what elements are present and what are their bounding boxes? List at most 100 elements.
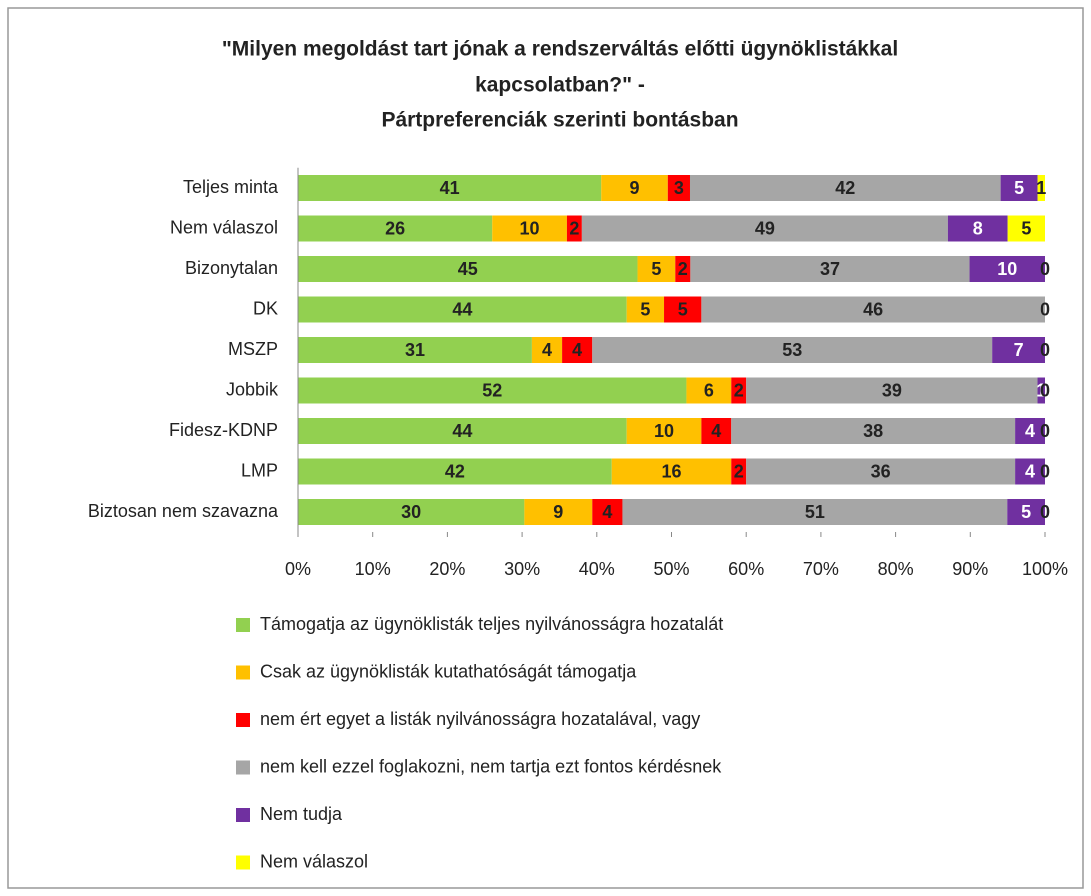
data-label: 10 (520, 218, 540, 238)
bar-segment (592, 499, 623, 525)
bar-segment (667, 175, 690, 201)
bar-segment (1015, 458, 1045, 485)
legend-swatch (236, 760, 250, 775)
legend-label: Nem válaszol (260, 851, 368, 871)
data-label: 9 (553, 502, 563, 522)
data-label: 2 (734, 461, 744, 481)
legend-label: Támogatja az ügynöklisták teljes nyilván… (260, 614, 723, 634)
bar-segment (731, 458, 747, 485)
bar-segment (1015, 418, 1045, 444)
y-tick-label: Nem válaszol (170, 217, 278, 237)
data-label: 30 (401, 502, 421, 522)
data-label: 0 (1040, 421, 1050, 441)
data-label: 6 (704, 380, 714, 400)
data-label: 44 (452, 299, 472, 319)
y-tick-label: Jobbik (226, 379, 279, 399)
data-label: 26 (385, 218, 405, 238)
y-tick-label: Bizonytalan (185, 258, 278, 278)
bar-segment (626, 418, 702, 444)
x-tick-label: 30% (504, 559, 540, 579)
bar-segment (947, 215, 1008, 242)
bar-segment (1007, 215, 1045, 242)
legend-label: Nem tudja (260, 804, 343, 824)
bar-segment (298, 215, 493, 242)
x-tick-label: 100% (1022, 559, 1068, 579)
bar-segment (626, 296, 665, 323)
y-tick-label: DK (253, 298, 278, 318)
bar-segment (1037, 377, 1045, 404)
x-tick-label: 70% (803, 559, 839, 579)
data-label: 0 (1040, 340, 1050, 360)
data-label: 0 (1040, 380, 1050, 400)
x-tick-label: 0% (285, 559, 311, 579)
bar-segment (531, 337, 563, 363)
data-label: 4 (542, 340, 552, 360)
data-label: 0 (1040, 259, 1050, 279)
x-tick-label: 80% (878, 559, 914, 579)
data-label: 46 (863, 299, 883, 319)
bar-segment (731, 377, 747, 404)
data-label: 16 (661, 461, 681, 481)
bar-segment (664, 296, 702, 323)
chart-frame (7, 7, 1084, 889)
data-label: 5 (1021, 502, 1031, 522)
data-label: 2 (569, 218, 579, 238)
bar-segment (581, 215, 948, 242)
x-tick-label: 10% (355, 559, 391, 579)
data-label: 4 (572, 340, 582, 360)
data-label: 37 (820, 259, 840, 279)
data-label: 5 (651, 259, 661, 279)
y-tick-label: MSZP (228, 339, 278, 359)
y-tick-label: Biztosan nem szavazna (88, 501, 279, 521)
data-label: 10 (997, 259, 1017, 279)
x-tick-label: 50% (653, 559, 689, 579)
data-label: 2 (678, 259, 688, 279)
bar-segment (701, 418, 732, 444)
data-label: 7 (1014, 340, 1024, 360)
bar-segment (746, 458, 1016, 485)
bar-segment (524, 499, 593, 525)
bar-segment (298, 499, 525, 525)
data-label: 42 (835, 178, 855, 198)
bar-segment (298, 377, 687, 404)
data-label: 0 (1040, 299, 1050, 319)
bar-segment (701, 296, 1045, 323)
bar-segment (686, 377, 732, 404)
chart-title: kapcsolatban?" - (475, 74, 645, 97)
bar-segment (637, 256, 676, 282)
data-label: 1 (1036, 178, 1046, 198)
bar-segment (298, 337, 532, 363)
data-label: 52 (482, 380, 502, 400)
bar-segment (298, 256, 638, 282)
bar-segment (298, 296, 627, 323)
data-label: 39 (882, 380, 902, 400)
bar-segment (992, 337, 1045, 363)
data-label: 5 (640, 299, 650, 319)
data-label: 5 (678, 299, 688, 319)
bar-segment (592, 337, 993, 363)
data-label: 49 (755, 218, 775, 238)
x-tick-label: 90% (952, 559, 988, 579)
bar-segment (562, 337, 593, 363)
data-label: 0 (1040, 502, 1050, 522)
bar-segment (689, 175, 1001, 201)
data-label: 31 (405, 340, 425, 360)
bar-segment (566, 215, 582, 242)
data-label: 4 (602, 502, 612, 522)
data-label: 45 (458, 259, 478, 279)
y-tick-label: Fidesz-KDNP (169, 420, 278, 440)
bar-segment (690, 256, 970, 282)
bar-segment (601, 175, 668, 201)
data-label: 1 (1036, 380, 1046, 400)
data-label: 5 (1021, 218, 1031, 238)
x-tick-label: 60% (728, 559, 764, 579)
data-label: 44 (452, 421, 472, 441)
bar-segment (298, 458, 612, 485)
data-label: 42 (445, 461, 465, 481)
data-label: 53 (782, 340, 802, 360)
legend-swatch (236, 855, 250, 870)
data-label: 8 (973, 218, 983, 238)
legend-swatch (236, 665, 250, 680)
data-label: 5 (1014, 178, 1024, 198)
